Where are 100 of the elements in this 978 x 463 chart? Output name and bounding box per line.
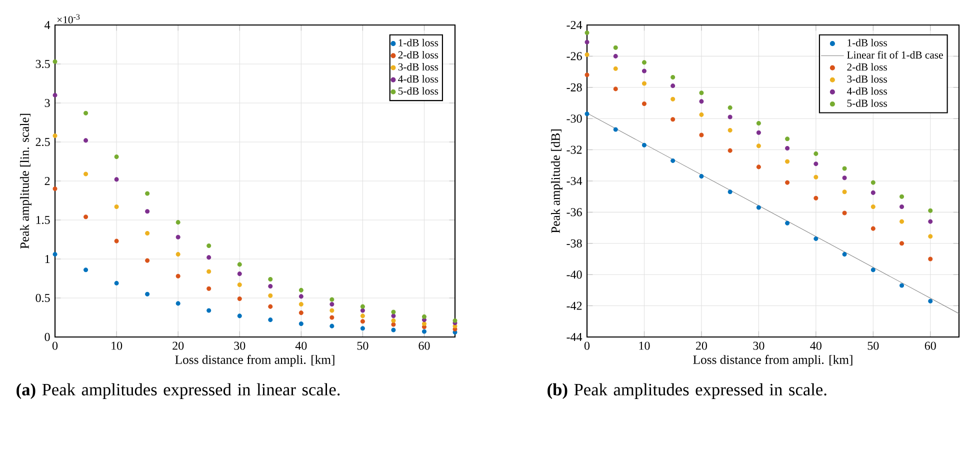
point <box>584 52 590 57</box>
point <box>814 151 818 156</box>
point <box>814 174 818 180</box>
point <box>870 190 876 195</box>
point <box>268 284 273 289</box>
point <box>452 318 458 323</box>
point <box>237 272 242 276</box>
point <box>756 205 761 210</box>
point <box>785 220 790 226</box>
point <box>642 68 647 74</box>
point <box>699 132 704 138</box>
y-tick-label: -24 <box>566 21 582 29</box>
point <box>584 112 590 116</box>
point <box>584 40 590 44</box>
point <box>145 191 150 196</box>
point <box>360 319 365 324</box>
point <box>756 164 761 170</box>
point <box>145 258 150 263</box>
point <box>899 194 904 199</box>
point <box>52 252 58 257</box>
point <box>298 321 304 326</box>
y-tick-label: 3.5 <box>36 60 50 68</box>
point <box>842 252 847 257</box>
legend-label: 5-dB loss <box>398 87 438 95</box>
point <box>928 298 933 304</box>
y-axis-title: Peak amplitude [dB] <box>550 130 562 234</box>
point <box>52 133 58 138</box>
point <box>52 92 58 98</box>
x-tick-label: 40 <box>295 342 307 350</box>
point <box>699 112 704 117</box>
point <box>84 138 88 143</box>
point <box>422 329 427 334</box>
x-tick-label: 50 <box>868 342 879 350</box>
point <box>899 283 904 288</box>
point <box>360 308 365 313</box>
point <box>899 241 904 246</box>
x-tick-label: 30 <box>753 342 764 350</box>
point <box>391 310 396 314</box>
point <box>928 208 933 213</box>
point <box>785 136 790 142</box>
point <box>268 318 273 322</box>
x-tick-label: 60 <box>418 342 430 350</box>
legend-label: 3-dB loss <box>847 75 887 83</box>
y-tick-label: -34 <box>566 176 582 186</box>
point <box>422 321 427 326</box>
x-axis-title: Loss distance from ampli. [km] <box>175 354 334 367</box>
point <box>176 252 180 257</box>
x-tick-label: 30 <box>234 342 246 350</box>
point <box>842 166 847 171</box>
text: (b) Peak amplitudes expressed in scale. <box>548 383 826 399</box>
point <box>206 286 212 291</box>
x-tick-label: 0 <box>584 342 590 350</box>
point <box>613 54 618 58</box>
point <box>814 162 818 166</box>
point <box>699 90 704 96</box>
legend-label: 3-dB loss <box>398 63 438 71</box>
point <box>145 292 150 296</box>
point <box>842 176 847 180</box>
point <box>928 219 933 224</box>
point <box>899 204 904 209</box>
y-tick-label: -30 <box>566 114 582 123</box>
x-tick-label: 20 <box>172 342 184 350</box>
point <box>360 304 365 309</box>
x-tick-label: 50 <box>357 342 368 350</box>
y-tick-label: 3 <box>44 98 50 108</box>
point <box>330 302 334 306</box>
point <box>899 219 904 224</box>
point <box>756 130 761 135</box>
y-tick-label: -36 <box>566 208 582 216</box>
point <box>360 326 365 331</box>
point <box>206 255 212 260</box>
point <box>176 301 180 306</box>
point <box>330 324 334 328</box>
point <box>176 274 180 278</box>
y-tick-label: -28 <box>566 83 582 92</box>
point <box>670 84 676 88</box>
x-tick-label: 0 <box>52 342 58 350</box>
point <box>584 72 590 78</box>
point <box>928 234 933 239</box>
y-axis-title: Peak amplitude [lin. scale] <box>20 114 32 249</box>
y-tick-label: 4 <box>44 21 50 29</box>
point <box>642 60 647 65</box>
point <box>814 196 818 200</box>
point <box>52 59 58 64</box>
point <box>699 99 704 104</box>
point <box>206 308 212 313</box>
point <box>728 128 732 133</box>
y-tick-label: 2 <box>44 177 50 185</box>
x-tick-label: 10 <box>639 342 650 350</box>
legend-label: 4-dB loss <box>398 75 438 83</box>
point <box>237 262 242 267</box>
point <box>842 190 847 194</box>
point <box>391 318 396 323</box>
point <box>360 314 365 318</box>
point <box>699 174 704 179</box>
point <box>613 86 618 92</box>
point <box>298 302 304 306</box>
point <box>52 186 58 192</box>
point <box>237 296 242 302</box>
point <box>642 81 647 86</box>
